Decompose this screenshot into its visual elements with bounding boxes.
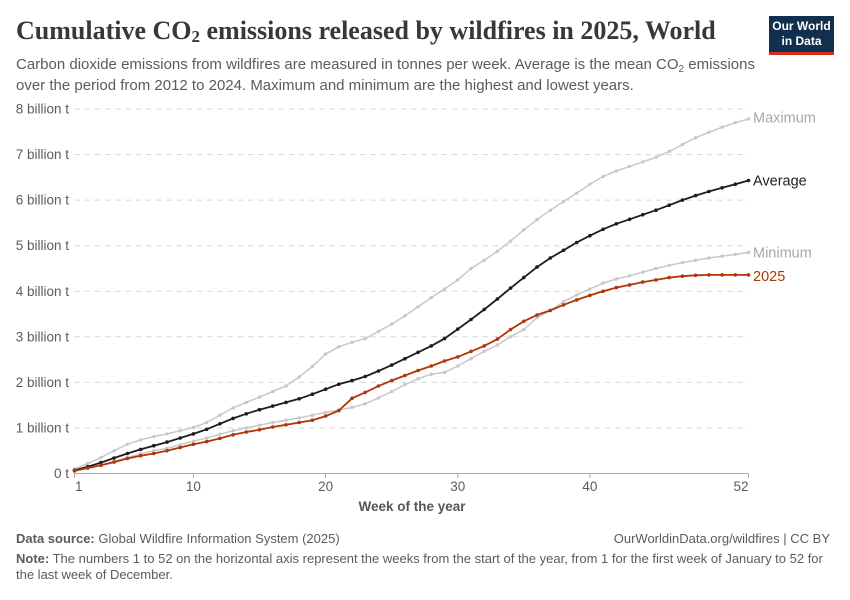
svg-text:30: 30	[450, 479, 465, 494]
svg-text:Week of the year: Week of the year	[358, 499, 466, 514]
svg-text:6 billion t: 6 billion t	[16, 193, 70, 208]
svg-text:52: 52	[733, 479, 748, 494]
svg-text:0 t: 0 t	[54, 466, 69, 481]
svg-text:Maximum: Maximum	[753, 111, 816, 127]
svg-text:40: 40	[582, 479, 597, 494]
svg-text:1 billion t: 1 billion t	[16, 420, 70, 435]
svg-text:1: 1	[75, 479, 83, 494]
svg-text:3 billion t: 3 billion t	[16, 329, 70, 344]
svg-text:Average: Average	[753, 174, 807, 190]
svg-text:10: 10	[186, 479, 201, 494]
svg-text:20: 20	[318, 479, 333, 494]
svg-text:7 billion t: 7 billion t	[16, 147, 70, 162]
svg-text:2025: 2025	[753, 269, 785, 285]
svg-text:Minimum: Minimum	[753, 246, 812, 262]
svg-text:5 billion t: 5 billion t	[16, 238, 70, 253]
svg-text:2 billion t: 2 billion t	[16, 375, 70, 390]
svg-text:4 billion t: 4 billion t	[16, 284, 70, 299]
svg-text:8 billion t: 8 billion t	[16, 102, 70, 117]
